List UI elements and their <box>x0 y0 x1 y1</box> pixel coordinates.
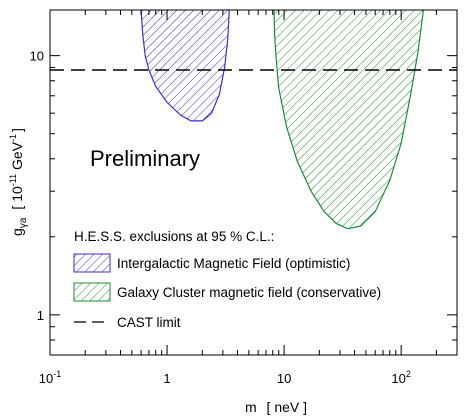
y-tick-label: 1 <box>37 308 44 323</box>
y-axis-tick-labels: 1 10 <box>30 49 44 323</box>
y-axis-label: gγa [ 10-11 GeV-1] <box>8 128 29 236</box>
exclusion-regions <box>140 10 424 230</box>
x-axis-ticks <box>49 10 458 355</box>
x-axis-label-main: m <box>245 399 257 415</box>
x-tick-label: 10-1 <box>39 369 61 386</box>
x-tick-label: 102 <box>391 369 410 386</box>
galaxy-cluster-exclusion-region <box>273 10 424 230</box>
y-axis-label-unit-suffix: ] <box>9 128 25 132</box>
y-axis-label-unit-mid: GeV <box>9 141 25 174</box>
y-tick-label: 10 <box>30 49 44 64</box>
x-axis-label: m [ neV ] <box>245 399 307 415</box>
y-axis-label-subscript: γa <box>18 217 29 228</box>
x-axis-tick-labels: 10-1 1 10 102 <box>39 369 411 386</box>
legend-label-cast: CAST limit <box>117 315 181 330</box>
legend-label-intergalactic: Intergalactic Magnetic Field (optimistic… <box>117 256 350 271</box>
legend-swatch-galaxy-cluster <box>73 282 111 302</box>
y-axis-label-unit-exp2: -1 <box>8 134 18 142</box>
legend-swatch-intergalactic <box>73 253 111 273</box>
x-axis-label-unit: [ neV ] <box>267 399 307 415</box>
legend: H.E.S.S. exclusions at 95 % C.L.: Interg… <box>73 229 381 330</box>
y-axis-label-unit-prefix: [ 10 <box>9 186 25 210</box>
x-tick-label: 10 <box>277 371 291 386</box>
legend-title: H.E.S.S. exclusions at 95 % C.L.: <box>74 229 274 244</box>
intergalactic-exclusion-region <box>140 10 230 122</box>
x-tick-label: 1 <box>163 371 170 386</box>
y-axis-label-symbol: g <box>9 228 25 236</box>
legend-label-galaxy-cluster: Galaxy Cluster magnetic field (conservat… <box>117 285 381 300</box>
y-axis-label-unit-exp: -11 <box>8 174 18 186</box>
plot-frame <box>49 9 458 356</box>
preliminary-annotation: Preliminary <box>90 146 200 171</box>
y-axis-ticks <box>50 55 457 356</box>
